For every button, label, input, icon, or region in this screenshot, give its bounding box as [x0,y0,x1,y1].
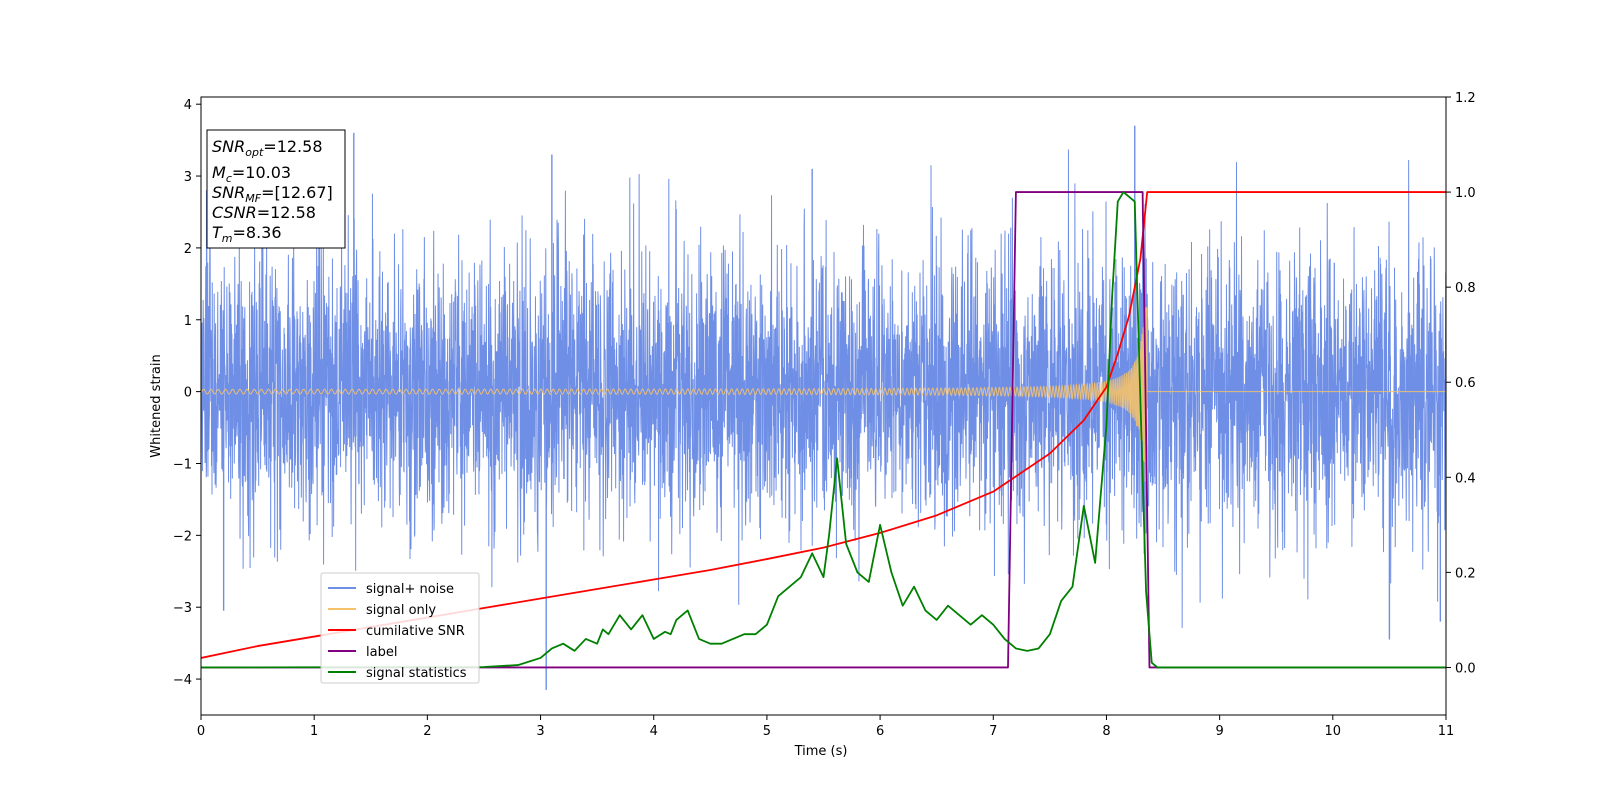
legend: signal+ noise signal only cumilative SNR la… [320,572,480,684]
stat-snr-mf-value: [12.67] [274,183,332,202]
y-right-tick-label: 1.0 [1455,186,1476,201]
y-left-tick-label: −4 [173,673,192,688]
series-signal-only [201,307,1446,482]
x-axis-title: Time (s) [794,744,848,759]
series-signal-noise [201,149,1446,628]
stat-snr-opt: SNRopt=12.58 [212,137,323,159]
x-tick-label: 7 [989,724,997,739]
x-tick-label: 10 [1325,724,1342,739]
x-tick-label: 1 [310,724,318,739]
legend-label: label [366,645,397,660]
x-tick-label: 4 [650,724,658,739]
y-right-tick-label: 0.8 [1455,281,1476,296]
y-left-tick-label: 4 [184,98,192,113]
y-left-tick-label: −3 [173,601,192,616]
y-left-tick-label: 3 [184,170,192,185]
y-right-tick-label: 0.4 [1455,471,1476,486]
x-tick-label: 2 [423,724,431,739]
series-label [201,191,1446,669]
legend-label: cumilative SNR [366,624,465,639]
legend-label: signal statistics [366,666,467,681]
stat-csnr: CSNR=12.58 [212,203,316,222]
y-right-tick-label: 0.0 [1455,661,1476,676]
legend-label: signal+ noise [366,582,454,597]
x-tick-label: 9 [1215,724,1223,739]
stat-snr-mf: SNRMF=[12.67] [212,183,333,205]
x-tick-label: 5 [763,724,771,739]
data-layer [201,125,1446,690]
stat-mc-value: 10.03 [245,163,291,182]
stat-tm-value: 8.36 [246,223,282,242]
axes-frame [200,96,1447,716]
stats-box-frame [206,129,346,249]
x-tick-label: 6 [876,724,884,739]
x-tick-label: 8 [1102,724,1110,739]
y-left-tick-label: 1 [184,314,192,329]
y-left-tick-label: 2 [184,242,192,257]
stat-csnr-value: 12.58 [270,203,316,222]
series-signal-statistics [201,191,1446,669]
stats-box: SNRopt=12.58 Mc=10.03 SNRMF=[12.67] CSNR… [206,129,346,249]
y-right-tick-label: 1.2 [1455,91,1476,106]
y-right-tick-label: 0.2 [1455,566,1476,581]
stat-tm: Tm=8.36 [212,223,282,245]
y-right-tick-label: 0.6 [1455,376,1476,391]
y-left-tick-label: −1 [173,457,192,472]
y-left-tick-label: 0 [184,386,192,401]
legend-label: signal only [366,603,436,618]
y-axis-title: Whitened strain [149,354,164,457]
stat-snr-opt-value: 12.58 [277,137,323,156]
y-left-tick-label: −2 [173,529,192,544]
x-tick-label: 11 [1438,724,1455,739]
x-tick-label: 3 [536,724,544,739]
x-tick-label: 0 [197,724,205,739]
legend-frame [320,572,480,684]
ticks-layer: 0 1 2 3 4 5 6 7 8 9 10 1143210−1−2−3−41.21.00.80.60… [173,91,1476,739]
stat-mc: Mc=10.03 [212,163,291,185]
